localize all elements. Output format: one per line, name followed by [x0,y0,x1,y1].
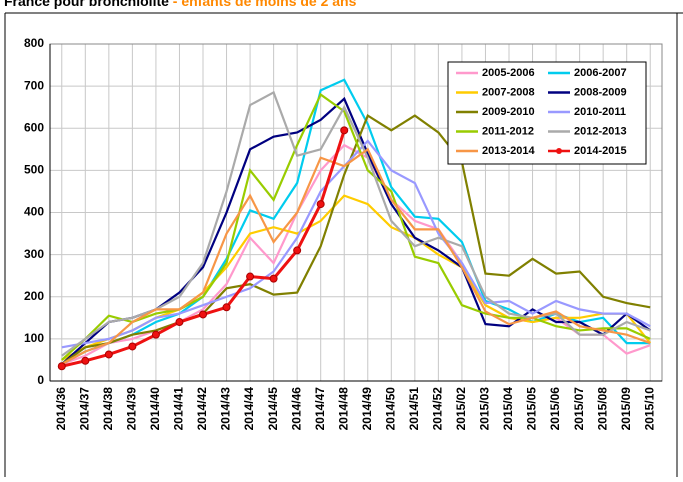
legend-label: 2009-2010 [482,106,535,118]
data-point [340,126,349,135]
y-tick-label: 200 [24,289,44,303]
series-line [61,90,651,357]
y-tick-label: 300 [24,247,44,261]
x-tick-label: 2015/08 [595,387,609,431]
data-point [151,330,160,339]
data-point [128,342,137,351]
legend-label: 2005-2006 [482,67,535,79]
legend-label: 2013-2014 [482,145,535,157]
data-point [269,274,278,283]
x-tick-label: 2014/52 [431,387,445,431]
x-tick-label: 2015/02 [454,387,468,431]
legend-label: 2014-2015 [574,145,627,157]
title-main: France pour bronchiolite [4,0,169,9]
x-tick-label: 2014/41 [172,387,186,431]
x-tick-label: 2014/46 [289,387,303,431]
legend-box [447,61,647,165]
title-sub: - enfants de moins de 2 ans [173,0,357,9]
series-line [61,113,651,366]
data-point [316,200,325,209]
x-tick-label: 2014/39 [125,387,139,431]
legend-label: 2007-2008 [482,86,535,98]
data-point [104,350,113,359]
legend-label: 2010-2011 [574,106,626,118]
x-tick-label: 2014/50 [383,387,397,431]
y-tick-label: 600 [24,120,44,134]
x-tick-label: 2015/05 [525,387,539,431]
data-point [175,318,184,327]
legend-marker [556,148,562,154]
data-point [57,362,66,371]
x-tick-label: 2014/51 [407,387,421,431]
x-tick-label: 2015/04 [501,387,515,431]
x-tick-label: 2014/37 [77,387,91,431]
legend-label: 2011-2012 [482,125,534,137]
x-tick-label: 2014/47 [313,387,327,431]
y-tick-label: 800 [24,36,44,50]
chart-title: France pour bronchiolite - enfants de mo… [4,0,357,9]
x-tick-label: 2014/42 [195,387,209,431]
x-tick-label: 2014/48 [336,387,350,431]
x-tick-label: 2015/03 [478,387,492,431]
x-tick-label: 2015/09 [619,387,633,431]
y-tick-label: 500 [24,163,44,177]
x-tick-label: 2014/44 [242,387,256,431]
x-tick-label: 2014/49 [360,387,374,431]
y-tick-label: 0 [37,373,44,387]
legend-label: 2012-2013 [574,125,627,137]
legend-label: 2008-2009 [574,86,627,98]
data-point [246,272,255,281]
x-tick-label: 2014/40 [148,387,162,431]
x-tick-label: 2014/36 [54,387,68,431]
x-tick-label: 2015/07 [572,387,586,431]
series-line [61,194,652,361]
x-tick-label: 2015/06 [548,387,562,431]
series-line [61,147,651,366]
data-point [199,310,207,319]
series-line [61,139,651,349]
y-tick-label: 400 [24,205,44,219]
x-tick-label: 2014/45 [266,387,280,431]
y-tick-label: 100 [24,331,44,345]
x-tick-label: 2015/10 [642,387,656,431]
y-tick-label: 700 [24,78,44,92]
legend-label: 2006-2007 [574,67,627,79]
x-tick-label: 2014/43 [219,387,233,431]
data-point [222,303,231,312]
data-point [293,246,302,255]
data-point [81,356,90,365]
series-line [61,92,651,361]
x-tick-label: 2014/38 [101,387,115,431]
